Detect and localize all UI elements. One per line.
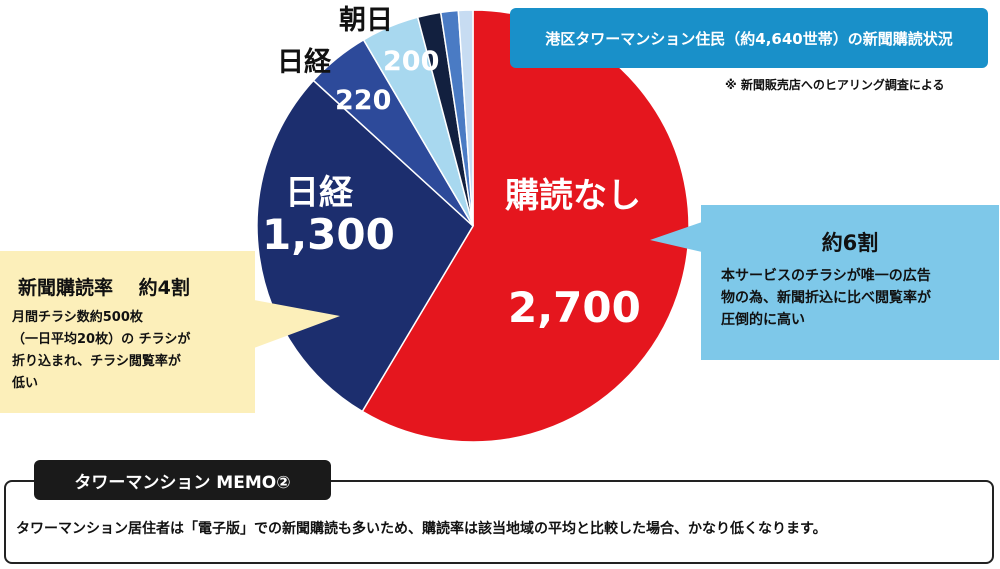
callout-right-line: 物の為、新聞折込に比べ閲覧率が <box>721 290 931 306</box>
pie-slice-1 <box>256 79 474 413</box>
slice-label-nikkei-value: 1,300 <box>262 210 395 259</box>
chart-title: 港区タワーマンション住民（約4,640世帯）の新聞購読状況 <box>510 8 988 68</box>
memo-text: タワーマンション居住者は「電子版」での新聞購読も多いため、購読率は該当地域の平均… <box>16 521 827 537</box>
slice-label-no-subscription-name: 購読なし <box>505 176 641 216</box>
callout-right-pointer <box>650 222 702 252</box>
callout-left-line: 月間チラシ数約500枚 <box>12 310 143 325</box>
callout-left-pointer <box>254 300 340 348</box>
memo-tab-title: タワーマンション MEMO② <box>34 460 331 500</box>
pie-slice-6 <box>457 9 474 227</box>
callout-left-line: 折り込まれ、チラシ閲覧率が <box>12 354 181 369</box>
slice-label-nikkei-small-name: 日経 <box>277 47 331 78</box>
callout-right-line: 圧倒的に高い <box>721 312 805 328</box>
callout-right-body: 本サービスのチラシが唯一の広告 物の為、新聞折込に比べ閲覧率が 圧倒的に高い <box>721 265 931 331</box>
source-note: ※ 新聞販売店へのヒアリング調査による <box>725 78 945 92</box>
callout-left-line: 低い <box>12 376 39 391</box>
slice-label-nikkei-small-value: 220 <box>335 85 392 116</box>
callout-right: 約6割 本サービスのチラシが唯一の広告 物の為、新聞折込に比べ閲覧率が 圧倒的に… <box>701 205 999 360</box>
callout-left-line: （一日平均20枚）の チラシが <box>12 332 191 347</box>
slice-label-asahi-value: 200 <box>383 46 440 77</box>
callout-left-heading: 新聞購読率 約4割 <box>18 277 190 299</box>
callout-left-body: 月間チラシ数約500枚 （一日平均20枚）の チラシが 折り込まれ、チラシ閲覧率… <box>12 307 190 395</box>
slice-label-nikkei-name: 日経 <box>285 173 353 213</box>
callout-right-heading: 約6割 <box>821 231 879 255</box>
slice-label-asahi-name: 朝日 <box>339 5 393 36</box>
slice-label-no-subscription-value: 2,700 <box>508 283 641 332</box>
callout-left: 新聞購読率 約4割 月間チラシ数約500枚 （一日平均20枚）の チラシが 折り… <box>0 251 255 413</box>
callout-right-line: 本サービスのチラシが唯一の広告 <box>721 268 931 284</box>
